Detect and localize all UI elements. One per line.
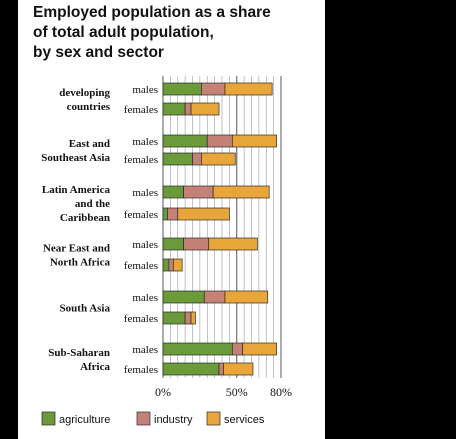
bar-services bbox=[190, 102, 220, 116]
bar-industry bbox=[183, 237, 210, 251]
sex-label: females bbox=[124, 364, 158, 376]
sex-label: females bbox=[124, 104, 158, 116]
group-label: South Asia bbox=[60, 303, 111, 315]
category-labels: developing countries males females East and S… bbox=[41, 84, 158, 376]
legend: agriculture industry services bbox=[41, 411, 265, 426]
bar-agriculture bbox=[162, 134, 208, 148]
x-tick-label: 50% bbox=[226, 385, 248, 399]
bar-services bbox=[212, 185, 270, 199]
bar-services bbox=[208, 237, 258, 251]
sex-label: males bbox=[132, 84, 158, 96]
bar-industry bbox=[192, 152, 202, 166]
bar-services bbox=[231, 134, 277, 148]
sex-label: males bbox=[132, 292, 158, 304]
legend-label: services bbox=[224, 414, 265, 426]
group-label: and the bbox=[75, 198, 110, 210]
sex-label: females bbox=[124, 313, 158, 325]
group-label: Near East and bbox=[43, 243, 110, 255]
bar-agriculture bbox=[162, 152, 193, 166]
bar-agriculture bbox=[162, 311, 186, 325]
bar-agriculture bbox=[162, 102, 186, 116]
bar-industry bbox=[218, 362, 224, 376]
bar-agriculture bbox=[162, 290, 205, 304]
bar-agriculture bbox=[162, 258, 170, 272]
bar-services bbox=[201, 152, 236, 166]
title-line-2: of total adult population, bbox=[33, 24, 214, 41]
legend-swatch-agriculture bbox=[41, 411, 56, 426]
x-tick-label: 80% bbox=[270, 385, 292, 399]
group-label: Sub-Saharan bbox=[48, 347, 110, 359]
legend-label: agriculture bbox=[59, 414, 110, 426]
group-label: Southeast Asia bbox=[41, 152, 110, 164]
bar-services bbox=[224, 290, 269, 304]
bar-industry bbox=[206, 134, 233, 148]
group-label: developing bbox=[59, 87, 110, 99]
bar-industry bbox=[183, 185, 214, 199]
sex-label: males bbox=[132, 239, 158, 251]
bar-industry bbox=[168, 258, 174, 272]
sex-label: males bbox=[132, 136, 158, 148]
x-axis: 0% 50% 80% bbox=[155, 385, 292, 399]
sex-label: males bbox=[132, 187, 158, 199]
bar-industry bbox=[184, 102, 192, 116]
bar-industry bbox=[231, 342, 243, 356]
legend-label: industry bbox=[154, 414, 193, 426]
legend-swatch-services bbox=[206, 411, 221, 426]
bar-agriculture bbox=[162, 82, 202, 96]
title-line-1: Employed population as a share bbox=[33, 4, 271, 21]
group-label: Africa bbox=[80, 361, 110, 373]
sex-label: females bbox=[124, 209, 158, 221]
bar-industry bbox=[167, 207, 179, 221]
bar-industry bbox=[184, 311, 192, 325]
bar-services bbox=[190, 311, 196, 325]
bar-agriculture bbox=[162, 237, 184, 251]
bar-services bbox=[224, 82, 273, 96]
legend-swatch-industry bbox=[136, 411, 151, 426]
group-label: countries bbox=[67, 101, 111, 113]
group-label: Latin America bbox=[42, 184, 111, 196]
gridlines bbox=[162, 76, 282, 378]
bar-services bbox=[242, 342, 277, 356]
sex-label: males bbox=[132, 344, 158, 356]
sex-label: females bbox=[124, 260, 158, 272]
stacked-bar-chart: Employed population as a share of total … bbox=[33, 4, 292, 426]
bar-agriculture bbox=[162, 362, 220, 376]
bars bbox=[162, 82, 277, 376]
chart-title: Employed population as a share of total … bbox=[33, 4, 271, 61]
x-tick-label: 0% bbox=[155, 385, 171, 399]
bar-agriculture bbox=[162, 207, 168, 221]
bar-industry bbox=[203, 290, 226, 304]
group-label: Caribbean bbox=[60, 212, 110, 224]
sex-label: females bbox=[124, 154, 158, 166]
chart-panel: Employed population as a share of total … bbox=[18, 0, 325, 439]
group-label: East and bbox=[69, 138, 110, 150]
bar-services bbox=[223, 362, 254, 376]
bar-services bbox=[172, 258, 183, 272]
bar-agriculture bbox=[162, 342, 233, 356]
bar-agriculture bbox=[162, 185, 184, 199]
bar-services bbox=[177, 207, 230, 221]
bar-industry bbox=[201, 82, 226, 96]
title-line-3: by sex and sector bbox=[33, 44, 164, 61]
group-label: North Africa bbox=[50, 257, 111, 269]
